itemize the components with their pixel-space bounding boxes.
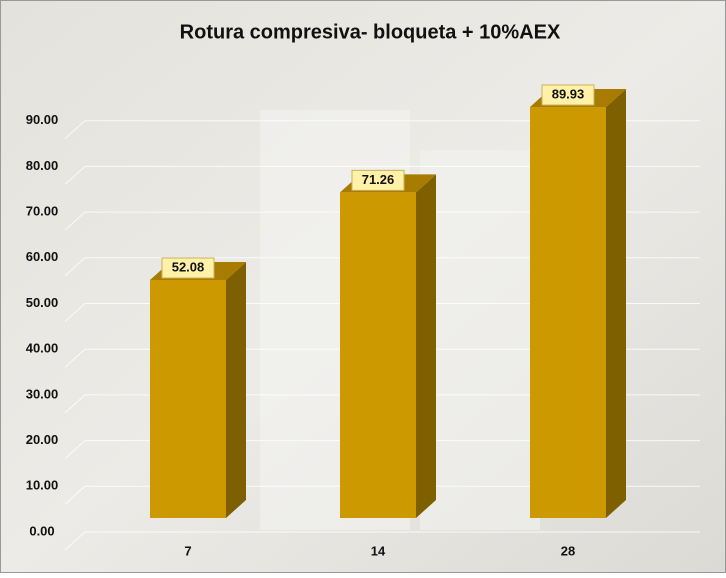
bar [340, 192, 416, 518]
y-tick-label: 80.00 [26, 158, 59, 173]
y-tick-label: 0.00 [29, 523, 54, 538]
x-tick-label: 28 [561, 543, 575, 558]
y-tick-label: 30.00 [26, 386, 59, 401]
y-tick-label: 50.00 [26, 295, 59, 310]
y-tick-label: 20.00 [26, 432, 59, 447]
bar-side [416, 174, 436, 518]
bar-side [226, 262, 246, 518]
photo-block [420, 150, 540, 530]
value-label: 89.93 [552, 86, 585, 101]
x-tick-label: 7 [184, 543, 191, 558]
y-tick-label: 90.00 [26, 112, 59, 127]
chart-title: Rotura compresiva- bloqueta + 10%AEX [180, 21, 561, 43]
y-tick-label: 60.00 [26, 249, 59, 264]
value-label: 52.08 [172, 259, 205, 274]
y-tick-label: 10.00 [26, 478, 59, 493]
y-tick-label: 70.00 [26, 204, 59, 219]
page: {"chart_data": {"type": "bar3d", "title"… [0, 0, 726, 578]
x-tick-label: 14 [371, 543, 386, 558]
bar [150, 280, 226, 518]
value-label: 71.26 [362, 172, 395, 187]
chart: Rotura compresiva- bloqueta + 10%AEX 0.0… [0, 0, 726, 573]
y-tick-label: 40.00 [26, 341, 59, 356]
bar [530, 107, 606, 518]
bar-side [606, 89, 626, 518]
